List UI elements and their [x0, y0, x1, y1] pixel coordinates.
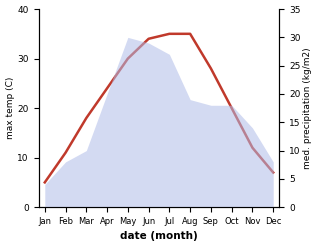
- X-axis label: date (month): date (month): [120, 231, 198, 242]
- Y-axis label: max temp (C): max temp (C): [5, 77, 15, 139]
- Y-axis label: med. precipitation (kg/m2): med. precipitation (kg/m2): [303, 47, 313, 169]
